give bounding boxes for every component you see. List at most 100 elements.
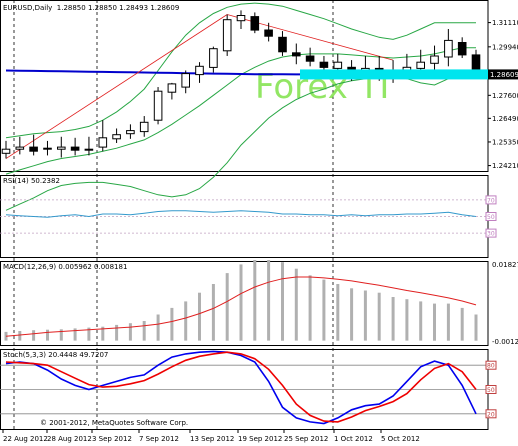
candle (333, 61, 343, 69)
macd-tick-top: 0.01827 (492, 261, 518, 269)
macd-histogram-bar (46, 329, 49, 341)
macd-histogram-bar (184, 301, 188, 341)
candle (139, 121, 149, 133)
macd-histogram-bar (18, 331, 22, 341)
macd-histogram-bar (433, 303, 436, 341)
macd-histogram-bar (32, 330, 36, 341)
macd-signal-line (5, 276, 477, 337)
candle (250, 16, 260, 31)
price-tick-label: 1.26490 (492, 115, 518, 123)
main-pane-frame (0, 0, 489, 172)
rsi-level-box (485, 212, 497, 221)
macd-histogram-bar (198, 292, 201, 341)
candle (126, 130, 135, 135)
candle (278, 36, 287, 53)
macd-histogram-bar (101, 326, 105, 341)
price-tick-label: 1.29940 (492, 43, 518, 51)
macd-histogram-bar (156, 314, 160, 341)
candle (153, 90, 163, 121)
macd-histogram-bar (239, 264, 243, 341)
candle (305, 55, 315, 62)
candle (444, 39, 453, 58)
macd-histogram-bar (253, 260, 257, 341)
candle (1, 148, 11, 154)
stoch-level-box (485, 360, 497, 370)
stoch-level-label: 80 (487, 363, 495, 370)
rsi-level-box (485, 228, 497, 238)
macd-histogram-bar (446, 303, 450, 341)
macd-histogram-bar (405, 299, 409, 341)
macd-histogram-bar (391, 297, 395, 341)
candle (222, 19, 232, 52)
rsi-line (5, 210, 477, 218)
candle (70, 146, 80, 151)
x-tick-label: 3 Sep 2012 (92, 435, 132, 443)
candle (167, 83, 177, 93)
macd-histogram-bar (474, 314, 478, 341)
stoch-signal-line (5, 351, 477, 423)
macd-histogram-bar (419, 301, 423, 341)
macd-histogram-bar (211, 284, 215, 341)
macd-histogram-bar (377, 292, 381, 341)
candle (292, 52, 301, 57)
macd-histogram-bar (142, 321, 146, 341)
x-tick-label: 1 Oct 2012 (334, 435, 373, 443)
x-tick-label: 5 Oct 2012 (381, 435, 420, 443)
candle (43, 147, 52, 150)
price-tick-label: 1.27600 (492, 92, 518, 100)
candle (195, 65, 204, 76)
candle (236, 15, 246, 22)
candle (57, 146, 66, 150)
copyright-text: © 2001-2012, MetaQuotes Software Corp. (40, 419, 189, 427)
macd-histogram-bar (128, 323, 132, 341)
x-tick-label: 7 Sep 2012 (139, 435, 179, 443)
current-price-band (300, 69, 488, 80)
candle (84, 148, 94, 151)
stoch-level-label: 20 (487, 411, 495, 418)
macd-pane-frame (0, 261, 489, 346)
rsi-level-label: 70 (487, 197, 495, 204)
candle (457, 42, 467, 56)
stoch-main-line (5, 350, 477, 425)
macd-histogram-bar (363, 290, 367, 341)
macd-histogram-bar (73, 328, 77, 341)
candle (416, 61, 425, 69)
macd-label: MACD(12,26,9) 0.005962 0.008181 (3, 263, 128, 271)
macd-histogram-bar (308, 275, 312, 341)
candle (264, 29, 273, 37)
macd-tick-bottom: -0.00123 (492, 338, 518, 346)
candle (112, 134, 121, 140)
candle (430, 55, 439, 64)
x-tick-label: 22 Aug 2012 (3, 435, 48, 443)
stoch-level-box (485, 385, 497, 394)
macd-histogram-bar (170, 307, 174, 341)
current-price-label: 1.28609 (490, 71, 518, 79)
rsi-level-label: 30 (487, 231, 495, 238)
stoch-level-label: 50 (487, 387, 495, 394)
macd-histogram-bar (322, 279, 326, 341)
macd-histogram-bar (336, 284, 340, 341)
macd-histogram-bar (267, 260, 271, 341)
current-price-box (488, 69, 518, 80)
macd-histogram-bar (460, 307, 464, 341)
macd-histogram-bar (59, 329, 63, 341)
rsi-level-box (485, 195, 497, 205)
price-tick-label: 1.31110 (492, 19, 518, 27)
candle (181, 73, 190, 88)
stoch-level-box (485, 409, 497, 419)
price-tick-label: 1.25350 (492, 138, 518, 146)
symbol-label: EURUSD,Daily 1.28850 1.28850 1.28493 1.2… (3, 4, 180, 12)
stoch-label: Stoch(5,3,3) 20.4448 49.7207 (3, 351, 109, 359)
x-tick-label: 13 Sep 2012 (190, 435, 234, 443)
rsi-label: RSI(14) 50.2382 (3, 177, 60, 185)
macd-histogram-bar (294, 268, 298, 341)
band-middle-line (5, 47, 476, 175)
rsi-level-label: 50 (487, 214, 495, 221)
macd-histogram-bar (87, 327, 91, 341)
candle (98, 137, 108, 148)
candle (15, 146, 25, 150)
band-lower-line (5, 70, 477, 211)
macd-histogram-bar (350, 288, 354, 341)
